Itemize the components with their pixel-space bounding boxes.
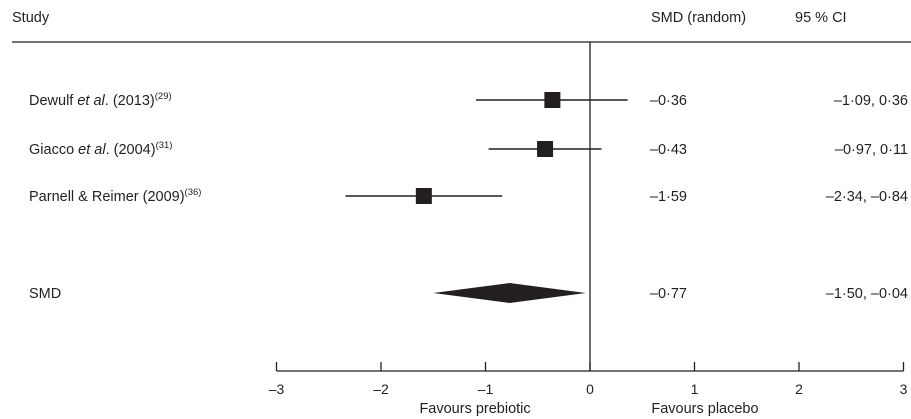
study-author: Parnell & Reimer (2009) xyxy=(29,189,185,205)
study-row: Giacco et al. (2004)(31) –0·43 –0·97, 0·11 xyxy=(29,140,908,158)
pooled-diamond xyxy=(433,283,586,303)
smd-value: –0·36 xyxy=(650,93,687,109)
study-author: Giacco xyxy=(29,142,78,158)
study-row: Dewulf et al. (2013)(29) –0·36 –1·09, 0·36 xyxy=(29,91,908,109)
header-ci: 95 % CI xyxy=(795,10,847,26)
pooled-label: SMD xyxy=(29,286,61,302)
study-row: Parnell & Reimer (2009)(36) –1·59 –2·34, –… xyxy=(29,187,908,205)
study-label: Parnell & Reimer (2009)(36) xyxy=(29,187,201,205)
tick-label: 3 xyxy=(900,381,908,397)
study-ref: (31) xyxy=(156,140,173,151)
pooled-ci-value: –1·50, –0·04 xyxy=(826,286,908,302)
tick-label: 2 xyxy=(795,381,803,397)
x-axis: –3 –2 –1 0 1 2 3 Favours prebiotic Favours place… xyxy=(269,362,908,417)
pooled-smd-value: –0·77 xyxy=(650,286,687,302)
tick-label: –2 xyxy=(373,381,389,397)
header-smd: SMD (random) xyxy=(651,10,746,26)
study-etal: et al xyxy=(77,93,105,109)
ci-value: –1·09, 0·36 xyxy=(834,93,908,109)
study-label: Giacco et al. (2004)(31) xyxy=(29,140,172,158)
study-ref: (36) xyxy=(185,187,202,198)
header-study: Study xyxy=(12,10,50,26)
study-year: . (2004) xyxy=(106,142,156,158)
smd-value: –0·43 xyxy=(650,142,687,158)
tick-label: –3 xyxy=(269,381,285,397)
favours-right-label: Favours placebo xyxy=(651,401,758,417)
smd-marker xyxy=(537,141,554,157)
study-year: . (2013) xyxy=(105,93,155,109)
study-etal: et al xyxy=(78,142,106,158)
ci-value: –2·34, –0·84 xyxy=(826,189,908,205)
study-rows: Dewulf et al. (2013)(29) –0·36 –1·09, 0·36… xyxy=(29,42,908,371)
smd-marker xyxy=(415,188,432,204)
study-ref: (29) xyxy=(155,91,172,102)
favours-left-label: Favours prebiotic xyxy=(419,401,530,417)
pooled-row: SMD –0·77 –1·50, –0·04 xyxy=(29,283,908,303)
smd-marker xyxy=(544,92,561,108)
ci-value: –0·97, 0·11 xyxy=(835,142,908,158)
tick-label: 0 xyxy=(586,381,594,397)
study-author: Dewulf xyxy=(29,93,77,109)
tick-label: –1 xyxy=(478,381,494,397)
tick-label: 1 xyxy=(691,381,699,397)
study-label: Dewulf et al. (2013)(29) xyxy=(29,91,172,109)
smd-value: –1·59 xyxy=(650,189,687,205)
